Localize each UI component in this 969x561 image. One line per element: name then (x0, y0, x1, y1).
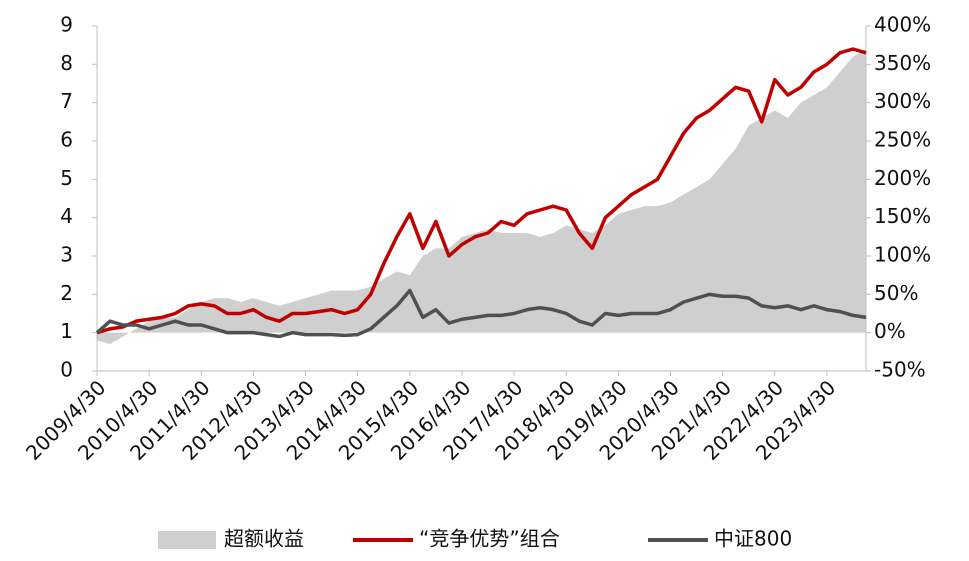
y-tick-label: 4 (60, 204, 73, 228)
legend-label: “竞争优势”组合 (419, 527, 560, 551)
legend-item: 超额收益 (158, 527, 304, 551)
y2-tick-label: 300% (874, 89, 931, 113)
y2-tick-label: 350% (874, 51, 931, 75)
y-tick-label: 5 (60, 166, 73, 190)
y2-tick-label: 400% (874, 13, 931, 37)
y2-tick-label: 50% (874, 281, 918, 305)
y2-tick-label: 100% (874, 243, 931, 267)
y2-tick-label: -50% (874, 358, 926, 382)
y-tick-label: 0 (60, 358, 73, 382)
legend-swatch (158, 531, 216, 549)
excess-area (97, 49, 866, 345)
y-tick-label: 7 (60, 89, 73, 113)
y2-tick-label: 150% (874, 204, 931, 228)
legend-label: 超额收益 (224, 527, 304, 551)
legend-label: 中证800 (714, 527, 792, 551)
y-tick-label: 1 (60, 319, 73, 343)
y-tick-label: 8 (60, 51, 73, 75)
legend-item: “竞争优势”组合 (353, 527, 560, 551)
y2-tick-label: 250% (874, 128, 931, 152)
y-tick-label: 9 (60, 13, 73, 37)
y-tick-label: 6 (60, 128, 73, 152)
series-line (95, 288, 867, 339)
legend-item: 中证800 (648, 527, 792, 551)
series-line (96, 47, 867, 335)
y2-tick-label: 0% (874, 319, 906, 343)
y-tick-label: 2 (60, 281, 73, 305)
y2-tick-label: 200% (874, 166, 931, 190)
y-tick-label: 3 (60, 243, 73, 267)
